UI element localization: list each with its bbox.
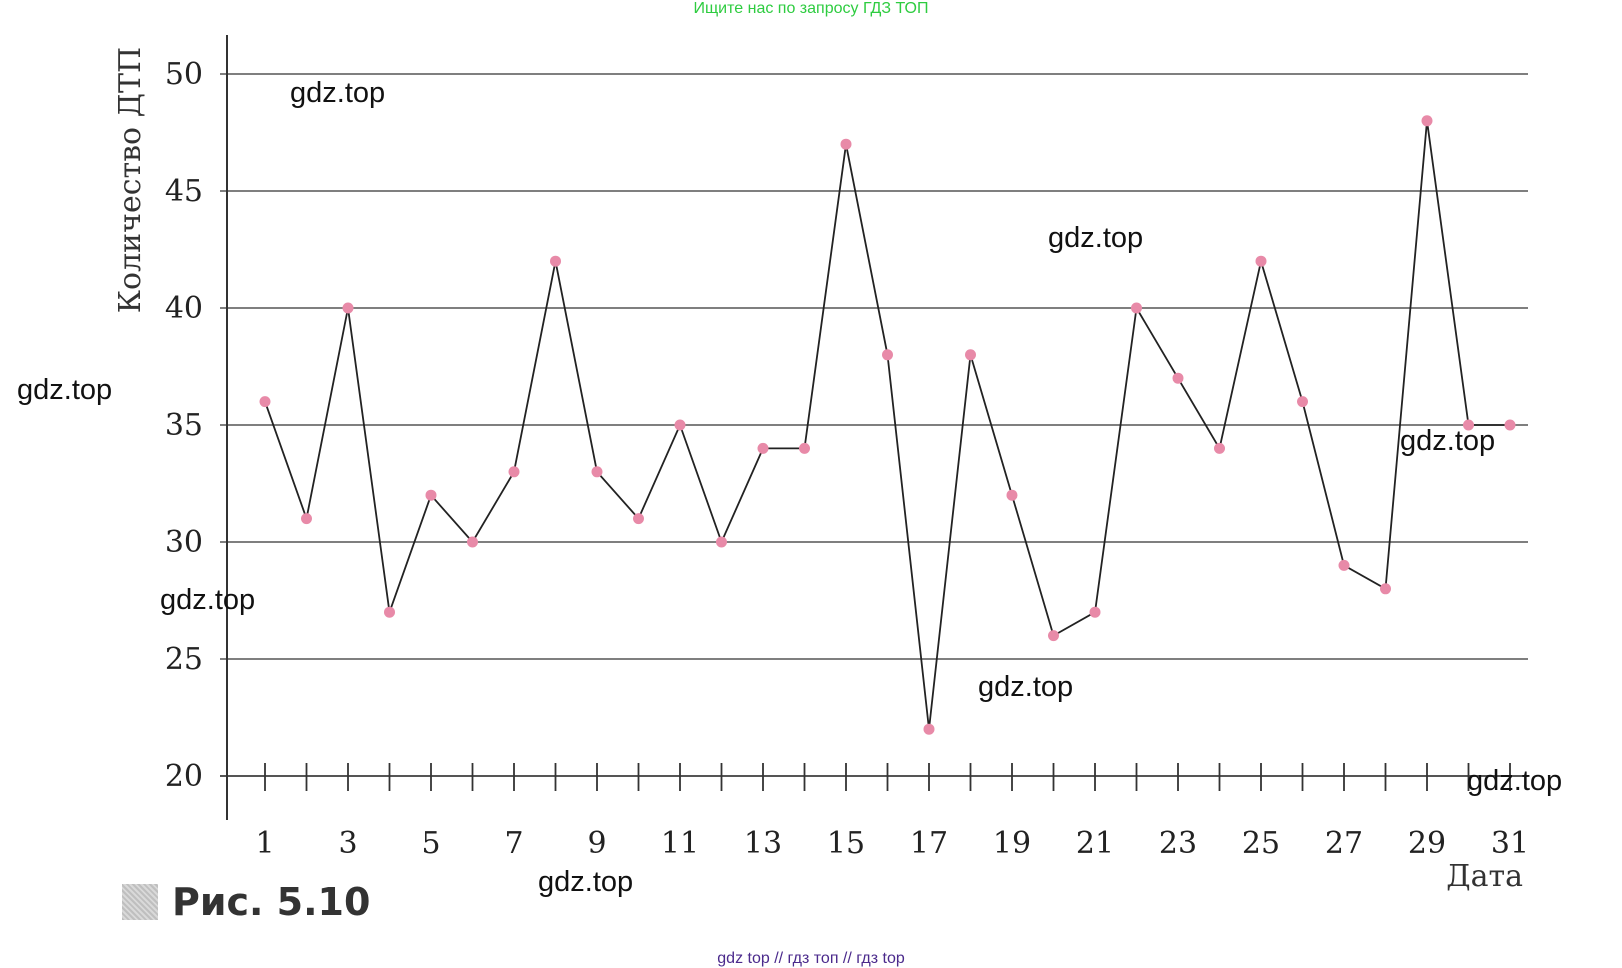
data-point xyxy=(550,255,561,267)
x-tick-label: 7 xyxy=(504,826,523,861)
y-tick-label: 35 xyxy=(165,408,203,443)
watermark: gdz.top xyxy=(1400,425,1496,457)
data-point xyxy=(1048,630,1059,642)
data-point xyxy=(757,442,769,454)
data-point xyxy=(1421,115,1433,127)
data-point xyxy=(882,349,893,361)
x-tick-label: 13 xyxy=(744,826,782,861)
figure-caption-text: Рис. 5.10 xyxy=(172,880,371,924)
data-point xyxy=(425,489,437,501)
data-point xyxy=(674,419,686,431)
y-axis-title: Количество ДТП xyxy=(113,47,148,313)
x-tick-label: 25 xyxy=(1242,826,1280,861)
y-tick-label: 20 xyxy=(165,759,203,794)
x-tick-label: 15 xyxy=(827,826,865,861)
data-point xyxy=(259,396,271,408)
watermark: gdz.top xyxy=(1467,765,1563,797)
x-tick-label: 9 xyxy=(587,826,606,861)
watermark: gdz.top xyxy=(160,584,256,616)
data-point xyxy=(1338,559,1350,571)
data-point xyxy=(840,138,852,150)
x-tick-label: 31 xyxy=(1491,826,1529,861)
data-point xyxy=(342,302,354,314)
data-point xyxy=(799,442,810,454)
bottom-links[interactable]: gdz top // гдз топ // гдз top xyxy=(717,950,905,967)
data-point xyxy=(1504,419,1516,431)
data-point xyxy=(591,466,603,478)
x-tick-label: 29 xyxy=(1408,826,1446,861)
data-point xyxy=(1380,583,1391,595)
data-point xyxy=(965,349,976,361)
x-tick-label: 21 xyxy=(1076,826,1114,861)
x-tick-label: 23 xyxy=(1159,826,1197,861)
data-point xyxy=(467,536,478,548)
watermark: gdz.top xyxy=(1048,222,1144,254)
x-tick-label: 5 xyxy=(421,826,440,861)
watermark: gdz.top xyxy=(17,374,113,406)
data-point xyxy=(384,606,395,618)
data-point xyxy=(1463,419,1474,431)
data-point xyxy=(1214,442,1225,454)
x-tick-label: 27 xyxy=(1325,826,1363,861)
data-point xyxy=(301,513,312,525)
y-tick-label: 45 xyxy=(165,174,203,209)
data-point xyxy=(508,466,520,478)
y-tick-label: 30 xyxy=(165,525,203,560)
y-tick-label: 50 xyxy=(165,57,203,92)
data-point xyxy=(1255,255,1267,267)
data-point xyxy=(923,723,935,735)
x-tick-label: 11 xyxy=(661,826,699,861)
x-tick-label: 1 xyxy=(255,826,274,861)
watermark: gdz.top xyxy=(978,671,1074,703)
x-tick-label: 17 xyxy=(910,826,948,861)
y-tick-label: 40 xyxy=(165,291,203,326)
data-point xyxy=(1297,396,1308,408)
data-point xyxy=(1006,489,1018,501)
y-tick-label: 25 xyxy=(165,642,203,677)
data-point xyxy=(1131,302,1142,314)
data-point xyxy=(716,536,727,548)
figure-caption: Рис. 5.10 xyxy=(122,880,370,924)
x-axis-title: Дата xyxy=(1446,859,1523,894)
data-point xyxy=(633,513,644,525)
top-banner[interactable]: Ищите нас по запросу ГДЗ ТОП xyxy=(693,0,929,17)
data-point xyxy=(1089,606,1101,618)
watermark: gdz.top xyxy=(290,77,386,109)
data-point xyxy=(1172,372,1184,384)
x-tick-label: 19 xyxy=(993,826,1031,861)
watermark: gdz.top xyxy=(538,866,634,898)
caption-square-icon xyxy=(122,884,158,920)
x-tick-label: 3 xyxy=(338,826,357,861)
